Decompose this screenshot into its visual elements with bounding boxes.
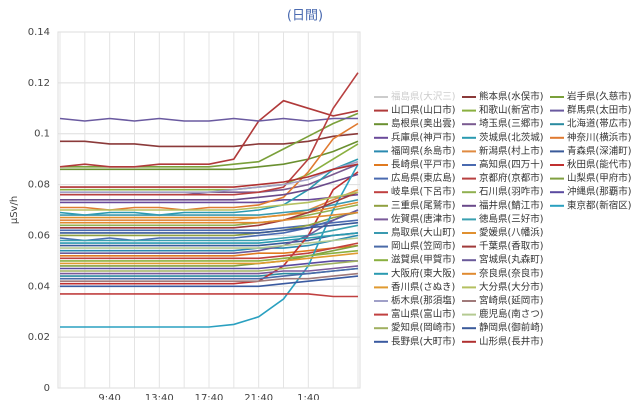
series-line bbox=[60, 143, 359, 191]
legend-label: 北海道(帯広市) bbox=[567, 118, 631, 130]
legend-label: 滋賀県(甲賀市) bbox=[391, 254, 455, 266]
legend-label: 東京都(新宿区) bbox=[567, 199, 631, 211]
legend-label: 宮城県(丸森町) bbox=[479, 254, 543, 266]
series-line bbox=[59, 117, 358, 122]
series-line bbox=[60, 293, 358, 298]
series-line bbox=[60, 260, 359, 272]
legend-label: 愛知県(岡崎市) bbox=[391, 322, 455, 334]
legend-label: 長崎県(平戸市) bbox=[391, 159, 455, 171]
legend-label: 神奈川(横浜市) bbox=[567, 131, 631, 143]
legend-label: 京都府(京都市) bbox=[479, 172, 543, 184]
series-line bbox=[60, 191, 359, 229]
chart-title: (日間) bbox=[287, 9, 323, 24]
legend-label: 岩手県(久慈市) bbox=[567, 91, 631, 103]
series-line bbox=[60, 232, 359, 247]
legend-label: 埼玉県(三郷市) bbox=[479, 118, 543, 130]
x-tick-label: 13:40 bbox=[145, 393, 174, 400]
legend-label: 福島県(大沢三) bbox=[391, 91, 455, 103]
y-tick-label: 0.1 bbox=[34, 129, 50, 140]
legend-label: 富山県(富山市) bbox=[391, 308, 455, 320]
y-tick-label: 0 bbox=[44, 383, 50, 394]
legend-label: 香川県(さぬき) bbox=[391, 282, 455, 293]
series-line bbox=[60, 211, 359, 224]
legend-label: 栃木県(那須塩) bbox=[391, 295, 455, 307]
series-line bbox=[60, 193, 359, 204]
y-tick-label: 0.06 bbox=[28, 230, 50, 241]
legend-label: 静岡県(御前崎) bbox=[479, 322, 543, 334]
legend-label: 岐阜県(下呂市) bbox=[391, 186, 455, 198]
legend-label: 山口県(山口市) bbox=[391, 104, 455, 116]
legend-label: 岡山県(笠岡市) bbox=[391, 240, 455, 252]
series-line bbox=[60, 199, 359, 216]
legend-label: 三重県(尾鷲市) bbox=[391, 199, 455, 211]
series-line bbox=[59, 99, 359, 168]
legend-label: 熊本県(水俣市) bbox=[479, 91, 543, 103]
legend-label: 島根県(奥出雲) bbox=[391, 118, 455, 130]
x-tick-label: 9:40 bbox=[98, 393, 120, 400]
x-tick-label: 17:40 bbox=[195, 393, 224, 400]
series-line bbox=[60, 242, 359, 260]
series-line bbox=[60, 211, 359, 237]
series-line bbox=[60, 244, 359, 257]
y-tick-label: 0.02 bbox=[28, 332, 50, 343]
series-line bbox=[60, 265, 359, 275]
series-line bbox=[60, 72, 359, 196]
series-line bbox=[60, 249, 359, 262]
legend-label: 山形県(長井市) bbox=[479, 335, 543, 347]
legend-label: 宮崎県(延岡市) bbox=[479, 295, 543, 307]
series-line bbox=[60, 237, 359, 249]
legend-label: 奈良県(奈良市) bbox=[479, 267, 543, 279]
series-line bbox=[60, 160, 359, 193]
series-line bbox=[60, 221, 359, 234]
legend-label: 鳥取県(大山町) bbox=[391, 227, 455, 239]
series-line bbox=[60, 191, 359, 211]
legend-label: 石川県(羽咋市) bbox=[479, 186, 543, 198]
y-tick-label: 0.08 bbox=[28, 180, 50, 191]
legend-label: 徳島県(三好市) bbox=[479, 213, 543, 225]
legend-label: 大阪府(東大阪) bbox=[391, 267, 455, 279]
legend-label: 群馬県(太田市) bbox=[567, 104, 631, 116]
series-line bbox=[60, 163, 359, 188]
legend-label: 沖縄県(那覇市) bbox=[567, 186, 631, 198]
legend-label: 鹿児島(南さつ) bbox=[479, 308, 543, 320]
legend-label: 福岡県(糸島市) bbox=[391, 145, 455, 157]
legend-label: 青森県(深浦町) bbox=[567, 145, 631, 157]
series-line bbox=[60, 173, 359, 201]
series-line bbox=[60, 209, 359, 254]
legend-label: 和歌山(新宮市) bbox=[479, 104, 543, 116]
series-line bbox=[60, 267, 359, 280]
legend-label: 広島県(東広島) bbox=[391, 172, 455, 184]
legend-label: 兵庫県(神戸市) bbox=[391, 131, 455, 143]
legend-label: 福井県(鯖江市) bbox=[479, 199, 543, 211]
series-line bbox=[60, 275, 359, 288]
series-line bbox=[60, 204, 359, 227]
series-line bbox=[60, 272, 359, 282]
legend-label: 高知県(四万十) bbox=[479, 159, 543, 171]
legend-label: 茨城県(北茨城) bbox=[479, 131, 543, 143]
legend-label: 山梨県(甲府市) bbox=[567, 172, 631, 184]
x-tick-label: 1:40 bbox=[297, 393, 319, 400]
x-tick-label: 21:40 bbox=[244, 393, 273, 400]
series-line bbox=[60, 234, 359, 252]
legend-label: 千葉県(香取市) bbox=[479, 240, 543, 252]
y-tick-label: 0.04 bbox=[28, 281, 50, 292]
legend-label: 秋田県(能代市) bbox=[567, 159, 631, 171]
series-line bbox=[60, 252, 359, 265]
legend-label: 佐賀県(唐津市) bbox=[391, 213, 455, 225]
series-line bbox=[60, 260, 358, 270]
legend-label: 大分県(大分市) bbox=[479, 281, 543, 293]
legend-label: 長野県(大町市) bbox=[391, 335, 455, 347]
y-tick-label: 0.12 bbox=[28, 78, 50, 89]
y-axis-label: μSv/h bbox=[9, 196, 20, 224]
legend-label: 新潟県(村上市) bbox=[479, 145, 543, 157]
y-tick-label: 0.14 bbox=[28, 27, 50, 38]
series-line bbox=[60, 132, 359, 148]
series-line bbox=[60, 232, 359, 244]
legend-label: 愛媛県(八幡浜) bbox=[479, 227, 543, 239]
